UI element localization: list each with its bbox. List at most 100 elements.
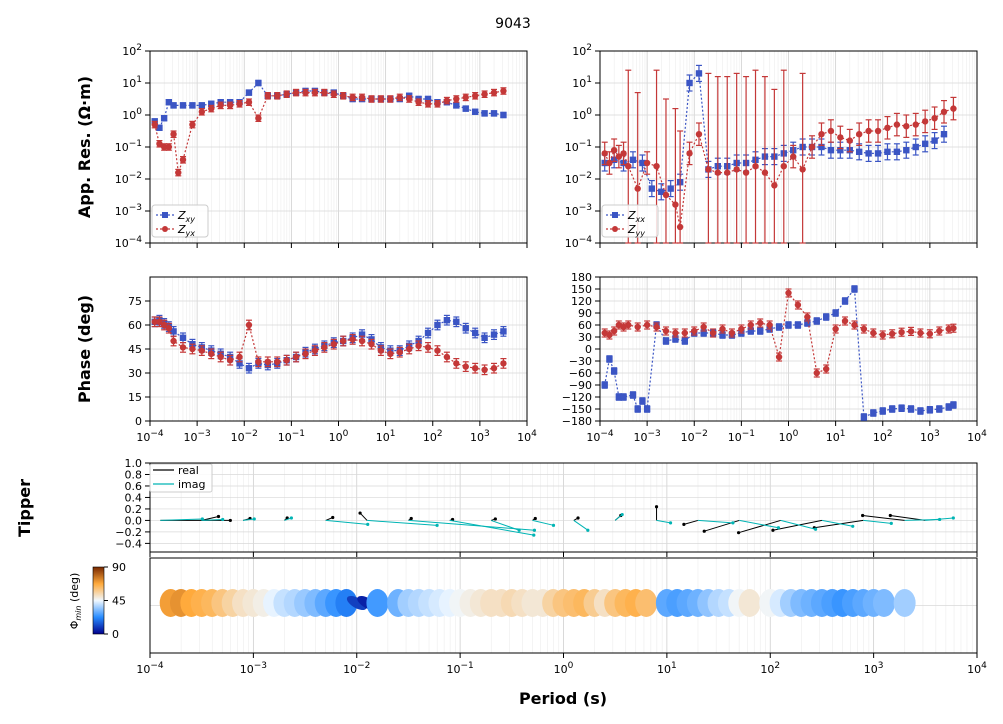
tipper-imag-arrow-head [551,523,556,527]
phase-yx-point [255,358,262,365]
rho-yy-point [733,166,740,173]
tipper-real-arrow-head [702,529,706,533]
phase-yy-point [700,323,707,331]
phase-xx-point [662,337,670,345]
phase-tensor-ellipse [893,589,916,617]
rho-yx-point [165,143,173,151]
rho-ylabel: App. Res. (Ω·m) [75,76,94,218]
phase-yx-point [500,360,507,367]
phase-yy-point [606,331,613,339]
phase-xy-point [462,325,469,332]
tipper-real-arrow [772,519,823,531]
phase-yx-point [156,318,163,325]
rho-xy-point [500,111,507,119]
phase-yy-point [832,325,839,333]
phase-xx-point [898,405,905,412]
rho-yx-point [443,97,451,104]
tipper-imag-arrow [532,519,554,526]
rho-yy-point [893,121,901,128]
phase-tensor-ellipse [635,589,658,617]
x-tick-label: 101 [657,661,677,676]
phimin-colorbar: 90 45 0 Φmin (deg) [68,561,126,641]
phase-xx-point [681,337,689,345]
phase-yy-point [870,329,877,337]
rho-xx-point [639,159,646,167]
phase-yx-point [283,357,290,364]
x-tick-label: 102 [873,429,893,444]
rho-yy-point [855,131,863,138]
rho-yx-point [462,94,469,101]
phase-yy-point [662,327,670,335]
rho-yx-point [189,121,196,128]
rho-yy-point [662,191,670,199]
phase-xx-point [610,367,618,375]
phase-yy-line [604,291,954,374]
tipper-imag-arrow [739,519,779,529]
phase-yx-point [302,350,309,357]
y-tick-label: 0.6 [125,480,143,493]
phase-xx-point [634,405,641,413]
y-tick-label: 102 [572,43,592,58]
phase-yx-point [481,366,488,373]
x-tick-label: 103 [920,429,940,444]
tipper-real-arrow [862,515,905,521]
phase-xx-point [794,321,802,329]
legend-marker [612,212,618,218]
y-tick-label: 45 [128,343,142,356]
rho-yx-point [274,92,281,100]
phase-xx-point [851,285,858,293]
tipper-imag-arrow [925,517,954,521]
y-tick-label: 10−2 [115,171,142,186]
rho-yy-point [950,105,957,112]
y-tick-label: −180 [562,415,592,428]
phase-xx-point [945,403,952,411]
legend-label: Zxx [627,209,645,224]
phase-yx-point [330,341,337,348]
rho-yx-point [198,108,206,116]
rho-yy-point [724,169,731,176]
phase-yy-point [879,331,886,339]
phase-yx-point [462,363,469,370]
tipper-legend-label: real [178,464,199,477]
rho-yy-point [761,169,769,176]
rho-yx-point [434,100,441,108]
y-tick-label: 150 [571,283,592,296]
x-tick-label: 102 [423,429,443,444]
phase-yy-point [672,329,679,337]
rho-yy-point [799,166,806,173]
phase-yx-point [160,321,168,329]
phase-yy-point [888,330,896,337]
phase-xx-point [813,317,820,325]
rho-xy-point [462,105,469,112]
legend-label: Zyy [627,223,645,238]
rho-yx-point [302,89,309,96]
y-tick-label: 0.0 [125,514,143,527]
phase-yy-point [841,317,849,325]
phase-yy-point [625,321,632,329]
tipper-imag-arrow-head [435,523,439,527]
y-tick-label: 1.0 [125,457,143,470]
phase-yx-point [387,350,394,357]
phase-xx-point [719,331,726,339]
phase-xx-point [936,405,943,413]
phase-xx-point [757,327,764,335]
x-tick-label: 100 [554,661,574,676]
phase-xy-line [154,319,504,369]
rho-xx-point [912,143,919,151]
phase-yy-point [823,365,830,373]
phase-yx-point [368,341,375,348]
legend-marker [162,212,168,218]
y-tick-label: −30 [569,355,592,368]
rho-yy-point [865,127,872,135]
tipper-imag-arrow [160,518,203,521]
phase-yx-point [396,349,403,356]
phase-xy-point [434,321,441,329]
phase-yy-point [643,321,651,329]
rho-xy-point [160,115,168,122]
tipper-imag-arrow [780,519,816,530]
x-tick-label: 104 [967,429,987,444]
phase-xx-point [950,401,957,409]
x-tick-label: 103 [470,429,490,444]
rho-yx-point [368,95,375,103]
